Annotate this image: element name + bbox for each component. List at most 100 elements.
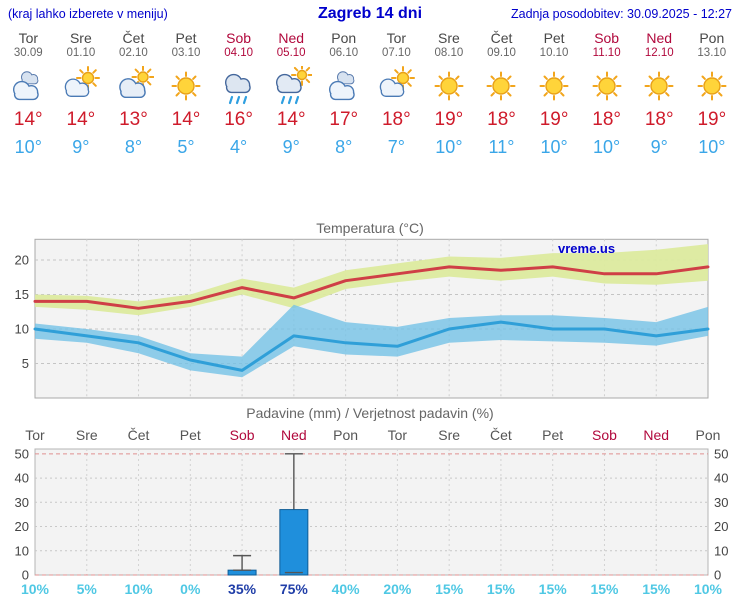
max-temperature: 17° [329, 109, 359, 130]
min-temperature: 7° [387, 137, 405, 157]
temp-ytick: 20 [15, 253, 29, 268]
day-column: Ned 12.10 18° 9° [633, 30, 686, 158]
precip-ytick-right: 40 [714, 471, 728, 486]
day-date: 13.10 [697, 47, 727, 59]
precip-probability: 40% [331, 581, 360, 597]
day-column: Pet 10.10 19° 10° [528, 30, 581, 158]
temp-ytick: 5 [22, 356, 29, 371]
day-name: Sre [69, 30, 92, 46]
min-temperature: 9° [650, 137, 668, 157]
precip-probability: 10% [20, 581, 50, 597]
day-name: Tor [386, 30, 407, 46]
precip-ytick-left: 20 [15, 519, 29, 534]
precip-ytick-right: 10 [714, 543, 728, 558]
precip-probability: 35% [228, 581, 257, 597]
precipitation-chart: 0 0 10 10 20 20 30 30 40 40 50 50 [15, 446, 729, 583]
day-column: Pon 13.10 19° 10° [686, 30, 739, 158]
precip-day-label: Pet [542, 427, 564, 443]
precip-ytick-left: 50 [15, 446, 29, 461]
min-temperature: 11° [488, 137, 515, 157]
day-name: Sob [594, 30, 620, 46]
precip-day-label: Čet [127, 427, 150, 443]
day-date: 12.10 [644, 47, 674, 59]
precip-day-label: Sre [75, 427, 98, 443]
precip-day-label: Čet [490, 427, 512, 443]
sunny-icon [691, 66, 733, 106]
day-name: Tor [18, 30, 39, 46]
day-column: Pet 03.10 14° 5° [160, 30, 213, 158]
max-temperature: 18° [592, 109, 622, 130]
day-date: 01.10 [66, 47, 96, 59]
max-temperature: 14° [13, 109, 43, 130]
precip-probability: 15% [486, 581, 515, 597]
day-column: Tor 07.10 18° 7° [370, 30, 423, 158]
min-temperature: 9° [72, 137, 90, 157]
forecast-days-row: Tor 30.09 14° 10° Sre 01.10 14° 9° Čet 02.10 13° 8°… [2, 30, 738, 158]
day-date: 07.10 [381, 47, 411, 59]
precip-probability: 75% [279, 581, 308, 597]
min-temperature: 10° [698, 137, 726, 157]
precip-day-label: Tor [25, 427, 45, 443]
day-name: Pet [543, 30, 565, 46]
max-temperature: 19° [697, 109, 727, 130]
partly-cloudy-icon [60, 66, 102, 106]
mostly-cloudy-icon [112, 66, 155, 106]
max-temperature: 14° [171, 109, 201, 130]
temp-ytick: 15 [15, 287, 29, 302]
rain-sun-icon [270, 66, 313, 106]
precip-day-label: Pet [179, 427, 201, 443]
day-date: 30.09 [13, 47, 43, 59]
precip-ytick-right: 30 [714, 495, 728, 510]
max-temperature: 13° [119, 109, 148, 130]
precip-probability: 10% [693, 581, 723, 597]
day-name: Pon [699, 30, 725, 46]
day-name: Čet [490, 30, 513, 46]
day-name: Pet [175, 30, 197, 46]
cloudy-icon [7, 66, 49, 106]
day-column: Sob 11.10 18° 10° [580, 30, 633, 158]
precip-day-label: Sre [438, 427, 461, 443]
precipitation-chart-title: Padavine (mm) / Verjetnost padavin (%) [246, 405, 494, 421]
min-temperature: 4° [229, 137, 248, 157]
precip-probability: 20% [383, 581, 412, 597]
min-temperature: 10° [14, 137, 42, 157]
page-title: Zagreb 14 dni [317, 5, 423, 22]
precip-day-label: Sob [591, 427, 617, 443]
menu-hint: (kraj lahko izberete v meniju) [8, 7, 168, 21]
precip-bar [279, 509, 309, 576]
min-temperature: 10° [435, 137, 463, 157]
sunny-icon [428, 66, 470, 106]
temperature-chart-title: Temperatura (°C) [316, 220, 424, 236]
vreme-us-link[interactable]: vreme.us [558, 241, 616, 256]
max-temperature: 19° [434, 109, 464, 130]
precip-probability: 15% [538, 581, 567, 597]
precip-probability: 15% [435, 581, 464, 597]
sunny-icon [165, 66, 207, 106]
day-date: 09.10 [487, 47, 516, 59]
min-temperature: 10° [540, 137, 568, 157]
precip-day-label: Ned [643, 427, 670, 443]
max-temperature: 18° [487, 109, 516, 130]
day-column: Tor 30.09 14° 10° [2, 30, 55, 158]
day-column: Pon 06.10 17° 8° [317, 30, 370, 158]
precip-probability: 10% [124, 581, 153, 597]
day-date: 03.10 [171, 47, 201, 59]
min-range-band [35, 304, 708, 378]
day-column: Sre 08.10 19° 10° [423, 30, 476, 158]
precip-ytick-right: 0 [714, 568, 721, 583]
precip-probability: 15% [590, 581, 619, 597]
day-column: Ned 05.10 14° 9° [265, 30, 318, 158]
precip-ytick-left: 10 [15, 543, 29, 558]
day-column: Čet 02.10 13° 8° [107, 30, 160, 158]
precip-day-label: Pon [695, 427, 721, 443]
day-column: Čet 09.10 18° 11° [475, 30, 528, 158]
precip-ytick-right: 20 [714, 519, 728, 534]
precip-probability: 15% [642, 581, 671, 597]
rain-icon [218, 66, 260, 106]
day-name: Ned [646, 30, 673, 46]
sunny-icon [586, 66, 628, 106]
min-temperature: 5° [177, 137, 195, 157]
max-temperature: 16° [224, 109, 253, 130]
min-temperature: 9° [282, 137, 300, 157]
